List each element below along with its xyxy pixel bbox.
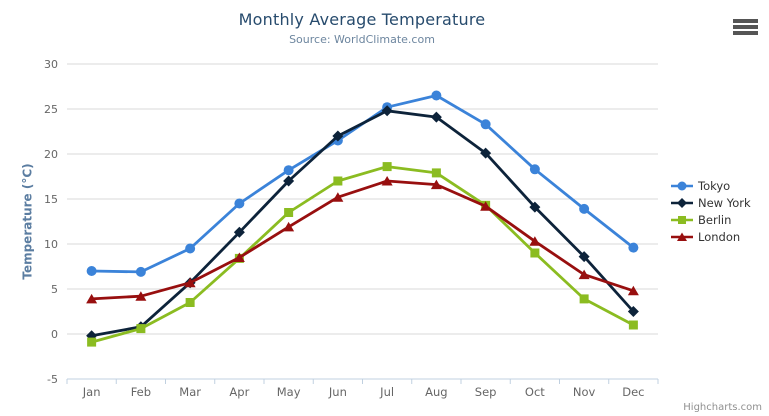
y-axis-tick-label: -5 bbox=[47, 373, 58, 386]
triangle-marker-icon[interactable] bbox=[430, 179, 442, 190]
triangle-marker-icon[interactable] bbox=[578, 269, 590, 280]
diamond-marker-icon[interactable] bbox=[627, 306, 639, 317]
legend-label: Berlin bbox=[698, 212, 732, 227]
y-axis-tick-label: 25 bbox=[44, 103, 58, 116]
triangle-marker-icon[interactable] bbox=[135, 291, 147, 301]
legend: Tokyo New York Berlin London bbox=[671, 177, 751, 245]
x-axis-label-oct: Oct bbox=[525, 385, 545, 399]
legend-item-tokyo[interactable]: Tokyo bbox=[671, 177, 751, 194]
y-axis-tick-label: 0 bbox=[51, 328, 58, 341]
x-axis-label-jun: Jun bbox=[328, 385, 347, 399]
y-axis-tick-label: 5 bbox=[51, 283, 58, 296]
square-marker-icon[interactable] bbox=[185, 298, 195, 307]
x-axis-label-feb: Feb bbox=[131, 385, 151, 399]
legend-label: New York bbox=[698, 195, 751, 210]
x-axis-label-jul: Jul bbox=[379, 385, 394, 399]
series-line-london[interactable] bbox=[90, 179, 635, 301]
square-marker-icon[interactable] bbox=[579, 294, 589, 304]
circle-marker-icon[interactable] bbox=[86, 266, 97, 276]
triangle-marker-icon[interactable] bbox=[283, 221, 295, 232]
export-menu-button[interactable] bbox=[733, 19, 758, 37]
diamond-marker-icon[interactable] bbox=[283, 175, 295, 187]
square-marker-icon[interactable] bbox=[431, 168, 441, 178]
circle-marker-icon[interactable] bbox=[677, 181, 687, 190]
triangle-marker-icon[interactable] bbox=[627, 285, 639, 296]
x-axis-label-nov: Nov bbox=[573, 385, 596, 399]
y-axis-tick-label: 20 bbox=[44, 148, 58, 161]
diamond-marker-icon[interactable] bbox=[332, 130, 344, 142]
triangle-marker-icon[interactable] bbox=[184, 277, 196, 288]
diamond-marker-icon[interactable] bbox=[233, 226, 245, 238]
legend-item-london[interactable]: London bbox=[671, 228, 751, 245]
hamburger-icon bbox=[733, 25, 758, 29]
x-axis-label-sep: Sep bbox=[475, 385, 497, 399]
legend-symbol-diamond bbox=[671, 197, 693, 208]
diamond-marker-icon[interactable] bbox=[677, 197, 687, 208]
chart-title: Monthly Average Temperature bbox=[238, 10, 486, 29]
circle-marker-icon[interactable] bbox=[628, 242, 639, 253]
legend-symbol-circle bbox=[671, 181, 693, 190]
triangle-marker-icon[interactable] bbox=[529, 236, 541, 246]
diamond-marker-icon[interactable] bbox=[480, 147, 492, 159]
circle-marker-icon[interactable] bbox=[480, 119, 491, 130]
circle-marker-icon[interactable] bbox=[431, 90, 442, 101]
square-marker-icon[interactable] bbox=[284, 208, 294, 217]
square-marker-icon[interactable] bbox=[136, 324, 146, 334]
legend-item-new-york[interactable]: New York bbox=[671, 194, 751, 211]
square-marker-icon[interactable] bbox=[628, 320, 638, 330]
square-marker-icon[interactable] bbox=[333, 176, 343, 186]
hamburger-icon bbox=[733, 19, 758, 23]
square-marker-icon[interactable] bbox=[382, 162, 392, 172]
diamond-marker-icon[interactable] bbox=[430, 111, 442, 123]
circle-marker-icon[interactable] bbox=[234, 198, 245, 209]
square-marker-icon[interactable] bbox=[530, 248, 540, 258]
legend-label: Tokyo bbox=[698, 178, 731, 193]
legend-item-berlin[interactable]: Berlin bbox=[671, 211, 751, 228]
square-marker-icon[interactable] bbox=[87, 337, 97, 347]
x-axis-label-aug: Aug bbox=[425, 385, 447, 399]
circle-marker-icon[interactable] bbox=[529, 164, 540, 175]
triangle-marker-icon[interactable] bbox=[86, 293, 98, 304]
x-axis-label-jan: Jan bbox=[82, 385, 101, 399]
hamburger-icon bbox=[733, 31, 758, 35]
circle-marker-icon[interactable] bbox=[135, 266, 146, 277]
y-axis-tick-label: 15 bbox=[44, 193, 58, 206]
x-axis-label-apr: Apr bbox=[229, 385, 249, 399]
legend-symbol-square bbox=[671, 215, 693, 224]
diamond-marker-icon[interactable] bbox=[381, 105, 393, 117]
series-line-berlin[interactable] bbox=[90, 165, 635, 344]
series-line-new-york[interactable] bbox=[90, 109, 635, 338]
triangle-marker-icon[interactable] bbox=[381, 176, 393, 186]
circle-marker-icon[interactable] bbox=[185, 243, 196, 254]
diamond-marker-icon[interactable] bbox=[529, 201, 541, 213]
circle-marker-icon[interactable] bbox=[283, 165, 294, 176]
x-axis-label-dec: Dec bbox=[622, 385, 644, 399]
y-axis-tick-label: 10 bbox=[44, 238, 58, 251]
credits-link[interactable]: Highcharts.com bbox=[683, 402, 762, 413]
y-axis-title: Temperature (°C) bbox=[20, 163, 35, 280]
square-marker-icon[interactable] bbox=[678, 215, 686, 224]
circle-marker-icon[interactable] bbox=[579, 203, 590, 214]
triangle-marker-icon[interactable] bbox=[677, 232, 687, 241]
triangle-marker-icon[interactable] bbox=[480, 201, 492, 211]
chart-subtitle: Source: WorldClimate.com bbox=[289, 33, 435, 46]
triangle-marker-icon[interactable] bbox=[233, 252, 245, 263]
triangle-marker-icon[interactable] bbox=[332, 192, 344, 202]
x-axis-label-mar: Mar bbox=[179, 385, 201, 399]
legend-symbol-triangle bbox=[671, 232, 693, 241]
x-axis-label-may: May bbox=[277, 385, 301, 399]
y-axis-tick-label: 30 bbox=[44, 58, 58, 71]
legend-label: London bbox=[698, 229, 741, 244]
diamond-marker-icon[interactable] bbox=[578, 251, 590, 263]
